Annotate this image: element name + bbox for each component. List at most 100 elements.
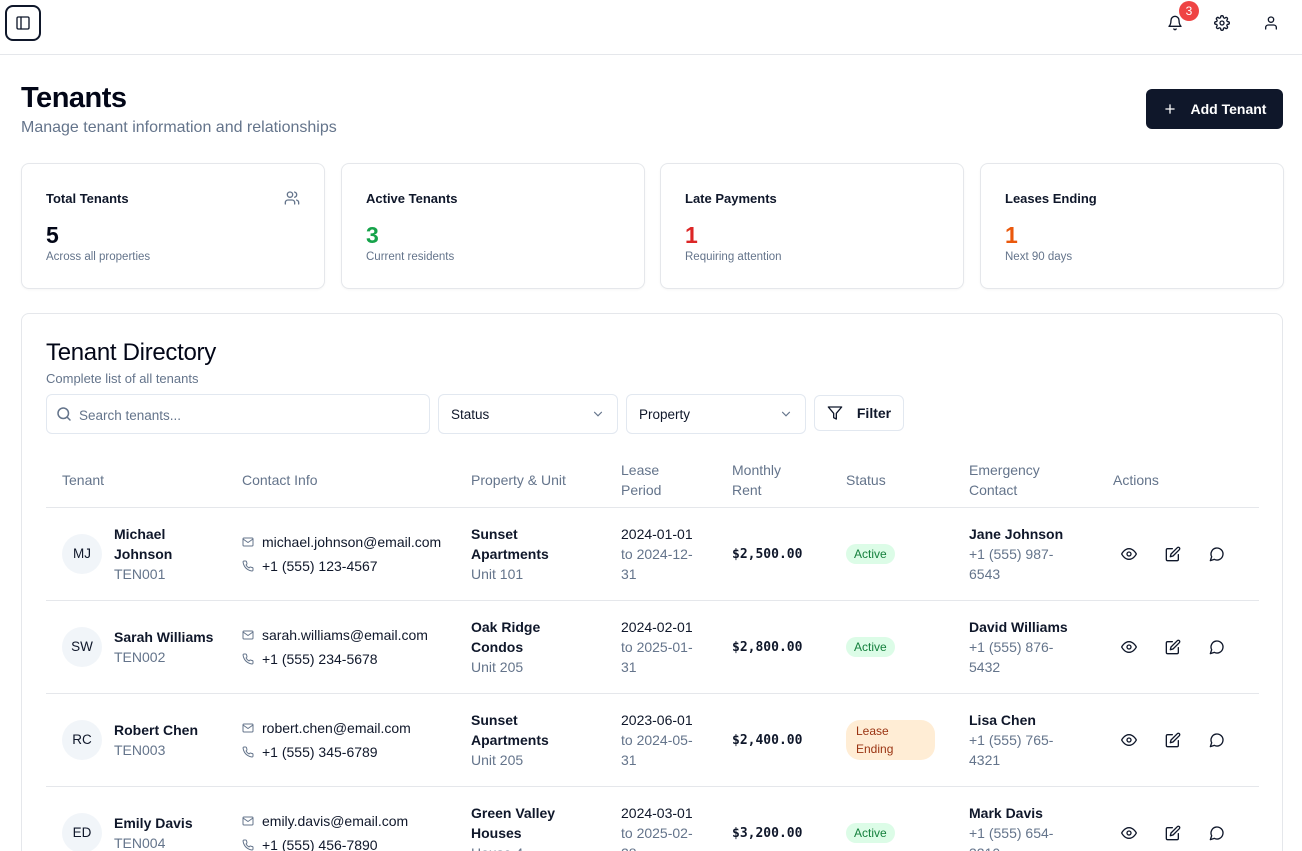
stat-description: Next 90 days bbox=[1005, 251, 1073, 263]
chevron-down-icon bbox=[593, 411, 603, 417]
emergency-contact-phone: +1 (555) 876-5432 bbox=[969, 638, 1054, 675]
plus-icon bbox=[1164, 104, 1175, 114]
view-tenant-button[interactable] bbox=[1117, 542, 1141, 566]
notifications-button[interactable] bbox=[1163, 11, 1187, 35]
status-badge: Active bbox=[846, 544, 895, 564]
edit-tenant-button[interactable] bbox=[1161, 635, 1185, 659]
add-tenant-button[interactable]: Add Tenant bbox=[1146, 89, 1283, 129]
status-select-value: Status bbox=[451, 406, 490, 422]
lease-end: to 2024-05-31 bbox=[621, 731, 693, 768]
view-tenant-button[interactable] bbox=[1117, 821, 1141, 845]
message-tenant-button[interactable] bbox=[1205, 542, 1229, 566]
search-input[interactable] bbox=[79, 404, 419, 426]
column-header: Contact Info bbox=[226, 454, 455, 508]
stat-value: 3 bbox=[366, 222, 379, 248]
eye-icon bbox=[1121, 733, 1137, 746]
mail-icon bbox=[242, 537, 254, 546]
tenant-cell: MJ Michael Johnson TEN001 bbox=[62, 524, 226, 584]
email-text: sarah.williams@email.com bbox=[262, 626, 428, 643]
tenant-cell: SW Sarah Williams TEN002 bbox=[62, 626, 226, 667]
stat-card-late-payments: Late Payments 1 Requiring attention bbox=[660, 163, 964, 289]
sidebar-toggle-button[interactable] bbox=[5, 5, 41, 41]
filter-button[interactable]: Filter bbox=[814, 395, 904, 431]
column-header: Property & Unit bbox=[455, 454, 605, 508]
message-icon bbox=[1209, 639, 1224, 654]
status-badge: Active bbox=[846, 823, 895, 843]
eye-icon bbox=[1121, 547, 1137, 560]
status-badge: Active bbox=[846, 637, 895, 657]
edit-tenant-button[interactable] bbox=[1161, 728, 1185, 752]
sidebar-icon bbox=[16, 16, 30, 30]
table-row: SW Sarah Williams TEN002 sarah.williams@… bbox=[46, 600, 1259, 694]
contact-email: michael.johnson@email.com bbox=[242, 530, 455, 554]
tenant-name: Michael Johnson bbox=[114, 525, 173, 562]
email-text: emily.davis@email.com bbox=[262, 812, 409, 829]
message-icon bbox=[1209, 825, 1224, 840]
property-name: Sunset Apartments bbox=[471, 711, 549, 748]
unit-text: Unit 205 bbox=[471, 658, 524, 675]
stat-description: Current residents bbox=[366, 251, 455, 263]
unit-text: Unit 205 bbox=[471, 751, 524, 768]
property-select-value: Property bbox=[639, 406, 691, 422]
tenant-directory-card: Tenant Directory Complete list of all te… bbox=[21, 313, 1283, 851]
emergency-contact-phone: +1 (555) 765-4321 bbox=[969, 731, 1054, 768]
status-select[interactable]: Status bbox=[438, 394, 618, 434]
unit-text: Unit 101 bbox=[471, 565, 524, 582]
message-tenant-button[interactable] bbox=[1205, 821, 1229, 845]
table-row: ED Emily Davis TEN004 emily.davis@email.… bbox=[46, 786, 1259, 851]
tenant-id: TEN002 bbox=[114, 648, 166, 665]
column-header: Monthly Rent bbox=[716, 454, 830, 508]
view-tenant-button[interactable] bbox=[1117, 635, 1141, 659]
tenant-cell: RC Robert Chen TEN003 bbox=[62, 719, 226, 760]
tenant-name: Sarah Williams bbox=[114, 628, 214, 645]
lease-start: 2024-02-01 bbox=[621, 618, 693, 635]
filter-label: Filter bbox=[856, 405, 892, 421]
stat-label: Total Tenants bbox=[46, 191, 129, 206]
column-header: Actions bbox=[1097, 454, 1259, 508]
directory-subtitle: Complete list of all tenants bbox=[46, 371, 199, 386]
contact-email: emily.davis@email.com bbox=[242, 809, 455, 833]
contact-phone: +1 (555) 345-6789 bbox=[242, 740, 455, 764]
edit-tenant-button[interactable] bbox=[1161, 821, 1185, 845]
directory-title: Tenant Directory bbox=[46, 339, 216, 366]
stat-card-active-tenants: Active Tenants 3 Current residents bbox=[341, 163, 645, 289]
stat-label: Active Tenants bbox=[366, 191, 458, 206]
edit-icon bbox=[1165, 639, 1181, 654]
edit-tenant-button[interactable] bbox=[1161, 542, 1185, 566]
tenant-id: TEN001 bbox=[114, 565, 166, 582]
tenant-cell: ED Emily Davis TEN004 bbox=[62, 812, 226, 851]
avatar: ED bbox=[62, 812, 102, 851]
chevron-down-icon bbox=[781, 411, 791, 417]
tenant-id: TEN003 bbox=[114, 741, 166, 758]
column-header: Status bbox=[830, 454, 953, 508]
message-tenant-button[interactable] bbox=[1205, 728, 1229, 752]
contact-phone: +1 (555) 234-5678 bbox=[242, 647, 455, 671]
search-box bbox=[46, 394, 430, 434]
message-icon bbox=[1209, 546, 1224, 561]
table-row: RC Robert Chen TEN003 robert.chen@email.… bbox=[46, 693, 1259, 787]
tenant-name: Robert Chen bbox=[114, 721, 198, 738]
unit-text: House 4 bbox=[471, 843, 591, 851]
eye-icon bbox=[1121, 640, 1137, 653]
row-actions bbox=[1113, 728, 1259, 752]
table-header-row: Tenant Contact Info Property & Unit Leas… bbox=[46, 454, 1259, 508]
phone-text: +1 (555) 123-4567 bbox=[262, 557, 378, 574]
edit-icon bbox=[1165, 825, 1181, 840]
user-menu-button[interactable] bbox=[1259, 11, 1283, 35]
tenant-name: Emily Davis bbox=[114, 814, 193, 831]
notification-count-badge: 3 bbox=[1179, 1, 1199, 21]
settings-button[interactable] bbox=[1210, 11, 1234, 35]
lease-start: 2023-06-01 bbox=[621, 711, 693, 728]
stat-value: 5 bbox=[46, 222, 59, 248]
message-tenant-button[interactable] bbox=[1205, 635, 1229, 659]
view-tenant-button[interactable] bbox=[1117, 728, 1141, 752]
stat-label: Leases Ending bbox=[1005, 191, 1097, 206]
avatar: RC bbox=[62, 719, 102, 760]
property-name: Sunset Apartments bbox=[471, 525, 549, 562]
row-actions bbox=[1113, 821, 1259, 845]
column-header: Lease Period bbox=[605, 454, 716, 508]
property-select[interactable]: Property bbox=[626, 394, 806, 434]
message-icon bbox=[1209, 732, 1224, 747]
stat-value: 1 bbox=[1005, 222, 1018, 248]
phone-icon bbox=[242, 839, 254, 850]
